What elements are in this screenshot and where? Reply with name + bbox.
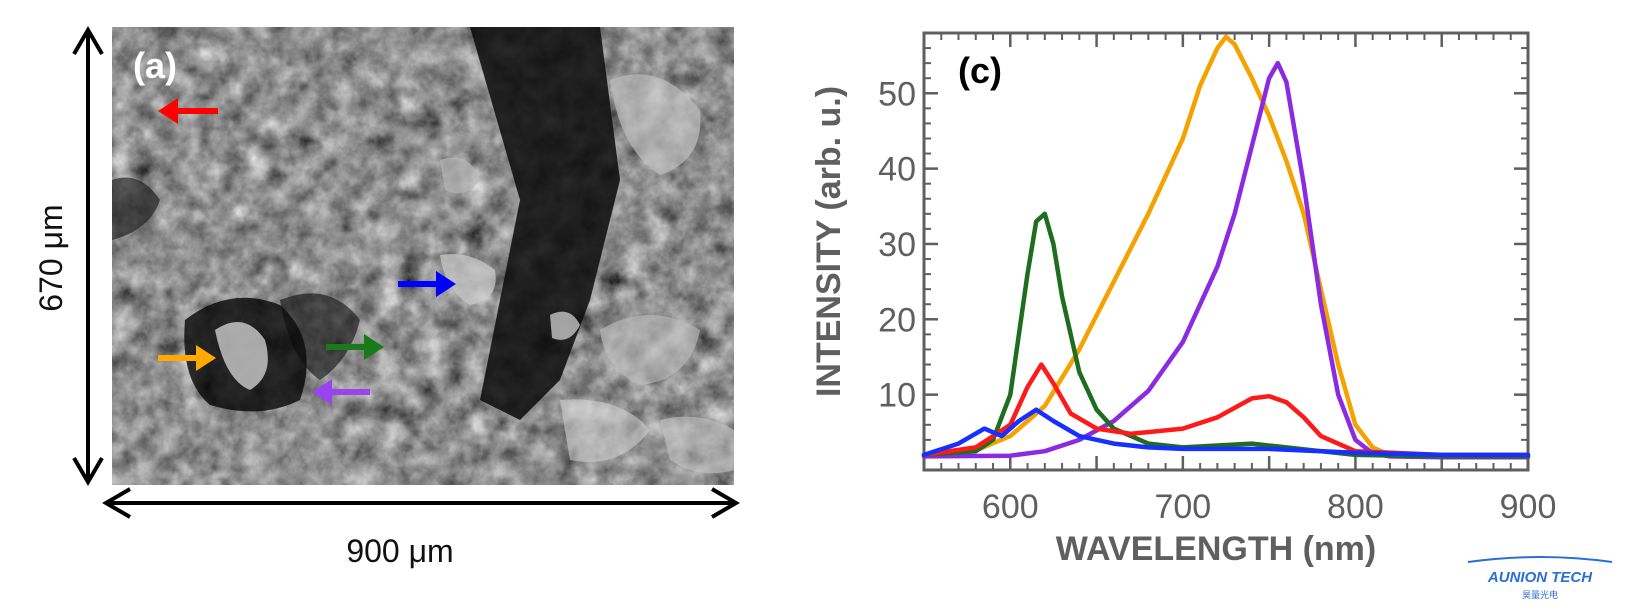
purple-arrow bbox=[312, 379, 370, 405]
spectra-chart-panel: 600 700 800 900 10 20 30 40 50 WAVELENGTH (nm) … bbox=[780, 0, 1631, 609]
panel-a-label: (a) bbox=[133, 45, 177, 86]
y-tick-label: 10 bbox=[878, 377, 916, 415]
panel-c-label: (c) bbox=[958, 50, 1002, 91]
major-ticks bbox=[924, 33, 1530, 470]
width-label: 900 μm bbox=[346, 533, 453, 569]
marker-arrows bbox=[158, 98, 456, 405]
spectrum-line-1 bbox=[921, 34, 1531, 459]
micrograph-figure: (a) bbox=[33, 26, 740, 569]
series-layer bbox=[921, 34, 1531, 460]
y-axis-title: INTENSITY (arb. u.) bbox=[810, 86, 848, 397]
height-dimension-arrow bbox=[72, 26, 104, 486]
x-tick-labels: 600 700 800 900 bbox=[982, 488, 1556, 526]
y-tick-label: 20 bbox=[878, 301, 916, 339]
x-tick-label: 700 bbox=[1154, 488, 1211, 526]
spectrum-line-2 bbox=[921, 60, 1531, 460]
aunion-tech-logo: AUNION TECH 昊量光电 bbox=[1460, 548, 1620, 604]
svg-text:昊量光电: 昊量光电 bbox=[1522, 589, 1558, 600]
red-arrow bbox=[158, 98, 218, 124]
y-tick-label: 30 bbox=[878, 226, 916, 264]
svg-text:AUNION TECH: AUNION TECH bbox=[1487, 569, 1593, 586]
x-tick-label: 800 bbox=[1327, 488, 1384, 526]
x-tick-label: 600 bbox=[982, 488, 1039, 526]
y-tick-labels: 10 20 30 40 50 bbox=[878, 75, 916, 414]
x-tick-label: 900 bbox=[1500, 488, 1557, 526]
spectrum-line-5 bbox=[921, 407, 1531, 458]
y-tick-label: 50 bbox=[878, 75, 916, 113]
blue-arrow bbox=[398, 271, 456, 297]
y-tick-label: 40 bbox=[878, 151, 916, 189]
green-arrow bbox=[326, 334, 384, 360]
height-label: 670 μm bbox=[33, 204, 69, 311]
width-dimension-arrow bbox=[102, 487, 740, 519]
micrograph-panel: (a) bbox=[0, 0, 780, 609]
orange-arrow bbox=[158, 345, 216, 371]
x-axis-title: WAVELENGTH (nm) bbox=[1056, 530, 1376, 568]
plot-frame bbox=[922, 31, 1530, 472]
spectrum-line-4 bbox=[921, 362, 1531, 458]
micrograph-image bbox=[112, 27, 734, 485]
